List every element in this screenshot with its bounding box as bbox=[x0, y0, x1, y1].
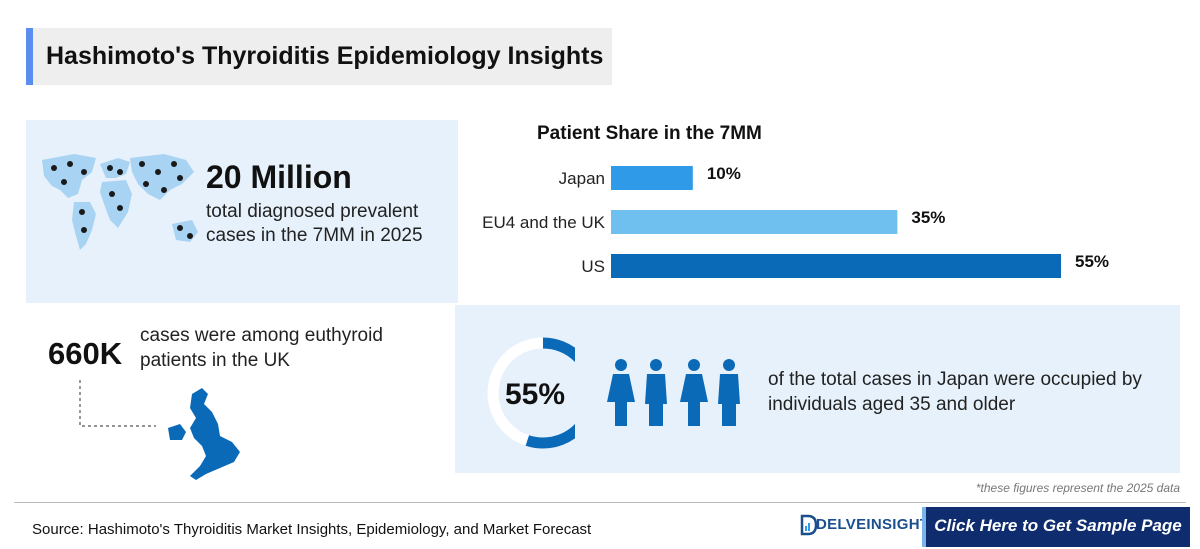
age-share-value: 55% bbox=[505, 378, 566, 411]
source-text: Source: Hashimoto's Thyroiditis Market I… bbox=[32, 521, 592, 538]
footer-divider bbox=[14, 502, 1186, 503]
page-title: Hashimoto's Thyroiditis Epidemiology Ins… bbox=[46, 42, 604, 70]
age-description: of the total cases in Japan were occupie… bbox=[768, 369, 1142, 415]
progress-ring-icon bbox=[487, 337, 575, 449]
great-britain-shape bbox=[190, 388, 240, 480]
uk-map-icon bbox=[79, 380, 240, 480]
bar bbox=[611, 210, 898, 234]
bar bbox=[611, 254, 1061, 278]
title-accent-bar bbox=[26, 28, 33, 85]
prevalence-value: 20 Million bbox=[206, 159, 352, 195]
patient-share-chart: Japan 10% EU4 and the UK 35% US 55% bbox=[482, 164, 1109, 278]
brand-name: DELVEINSIGHT bbox=[816, 516, 930, 533]
people-icon bbox=[607, 359, 740, 426]
footnote: *these figures represent the 2025 data bbox=[975, 481, 1180, 495]
value-label: 10% bbox=[707, 164, 741, 183]
value-label: 35% bbox=[911, 208, 945, 227]
category-label: US bbox=[581, 257, 605, 276]
bar bbox=[611, 166, 693, 190]
uk-euthyroid-description: cases were among euthyroid patients in t… bbox=[140, 325, 383, 371]
age-panel: 55% of the total cases in Japan were occ… bbox=[455, 305, 1180, 473]
brand-logo-icon bbox=[800, 514, 818, 536]
get-sample-page-button[interactable]: Click Here to Get Sample Page bbox=[922, 507, 1190, 547]
world-map-icon bbox=[42, 154, 198, 250]
category-label: Japan bbox=[559, 169, 605, 188]
uk-euthyroid-value: 660K bbox=[48, 336, 123, 371]
prevalence-panel: 20 Million total diagnosed prevalent cas… bbox=[26, 120, 458, 303]
chart-title: Patient Share in the 7MM bbox=[537, 123, 762, 144]
connector-line bbox=[79, 380, 156, 427]
prevalence-description: total diagnosed prevalent cases in the 7… bbox=[206, 201, 423, 246]
value-label: 55% bbox=[1075, 252, 1109, 271]
title-box: Hashimoto's Thyroiditis Epidemiology Ins… bbox=[26, 28, 612, 85]
ireland-shape bbox=[168, 424, 186, 440]
brand-logo: DELVEINSIGHT bbox=[800, 514, 929, 536]
category-label: EU4 and the UK bbox=[482, 213, 606, 232]
ring-progress bbox=[487, 337, 575, 449]
